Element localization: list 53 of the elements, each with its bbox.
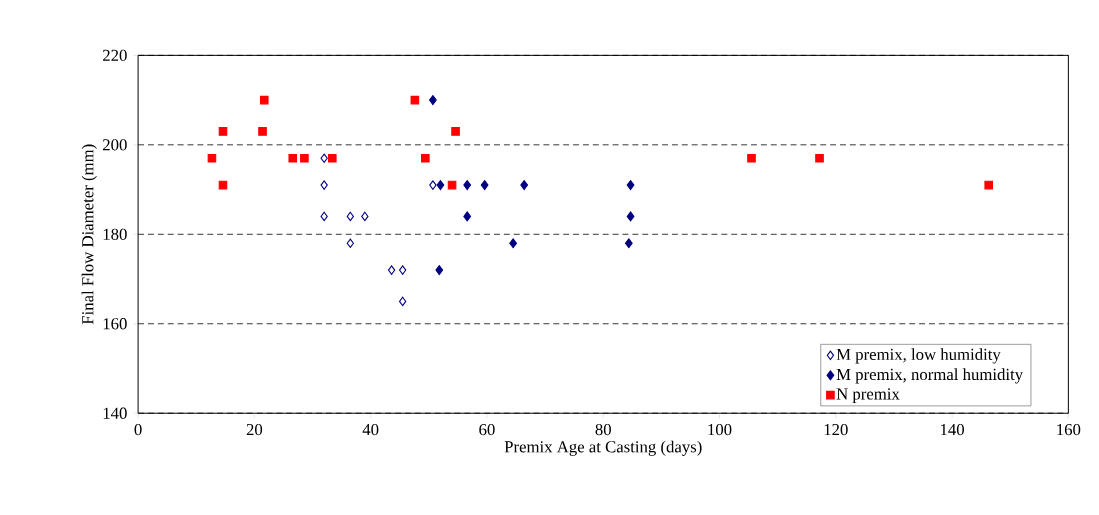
x-tick-label: 60 [479, 423, 495, 436]
point [624, 238, 633, 249]
point [207, 153, 217, 163]
point [410, 95, 420, 105]
point [509, 238, 517, 249]
point [320, 153, 328, 163]
x-tick-label: 120 [824, 423, 848, 436]
y-tick-label: 220 [103, 49, 127, 61]
point [328, 153, 337, 163]
point [984, 180, 994, 190]
point [429, 180, 437, 190]
y-tick-label: 140 [103, 407, 127, 419]
x-tick-label: 140 [940, 423, 965, 436]
point [626, 211, 635, 222]
point [436, 180, 445, 191]
legend-label: M premix, low humidity [836, 348, 1001, 364]
point [258, 127, 267, 136]
point [288, 153, 298, 163]
point [520, 180, 529, 191]
y-tick-label: 180 [103, 228, 127, 240]
x-axis-title: Premix Age at Casting (days) [504, 440, 702, 456]
point [387, 265, 396, 275]
point [435, 265, 444, 276]
x-tick-label: 0 [134, 423, 142, 436]
x-tick-label: 160 [1057, 423, 1081, 436]
y-axis-title: Final Flow Diameter (mm) [81, 144, 97, 325]
point [480, 180, 489, 191]
point [218, 127, 228, 136]
x-tick-label: 80 [595, 423, 611, 436]
point [259, 95, 269, 105]
y-tick-label: 200 [103, 139, 127, 151]
x-tick-label: 100 [708, 423, 732, 436]
y-tick-label: 160 [103, 318, 127, 330]
point [399, 296, 407, 307]
point [429, 95, 437, 106]
point [320, 211, 328, 222]
point [463, 211, 472, 222]
point [815, 153, 824, 163]
point [399, 265, 407, 275]
x-tick-label: 20 [246, 423, 263, 436]
x-tick-label: 40 [362, 423, 379, 436]
point [451, 127, 460, 136]
point [346, 238, 354, 248]
point [421, 153, 430, 163]
legend-label: M premix, normal humidity [836, 368, 1024, 384]
point [361, 211, 369, 222]
legend-label: N premix [836, 388, 900, 403]
point [747, 153, 756, 163]
point [626, 180, 635, 191]
point [320, 180, 328, 190]
point [463, 180, 472, 191]
point [346, 211, 354, 222]
point [300, 153, 309, 163]
